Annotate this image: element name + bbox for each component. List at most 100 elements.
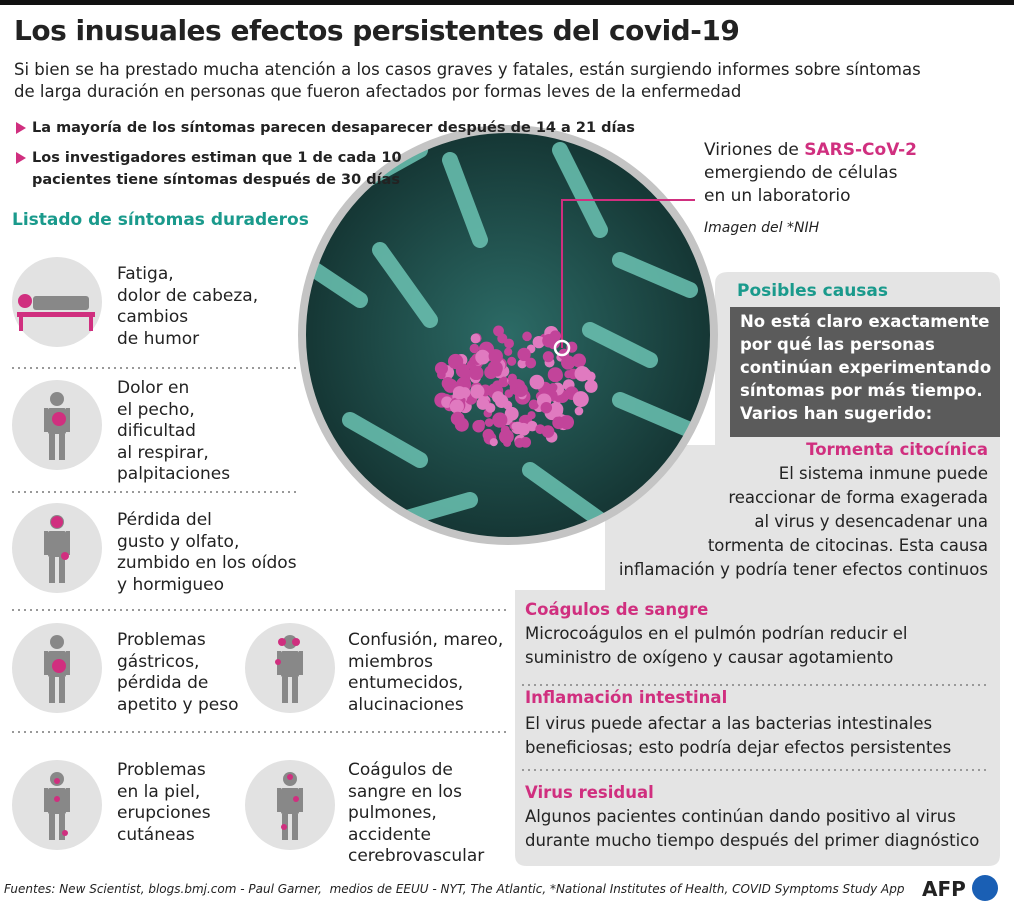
symptom-text: cutáneas (117, 824, 195, 845)
pointer-dot (553, 339, 571, 357)
symptom-icon (12, 257, 102, 347)
virus-filament (522, 462, 608, 528)
virus-filament (372, 242, 438, 328)
virion (574, 406, 584, 416)
virion (455, 363, 470, 378)
symptom-text: gusto y olfato, (117, 531, 240, 552)
cause-text: inflamación y podría tener efectos conti… (618, 560, 988, 579)
causes-intro: por qué las personas (740, 335, 935, 354)
symptom-text: Confusión, mareo, (348, 630, 504, 650)
virion (527, 411, 536, 420)
subtitle: Si bien se ha prestado mucha atención a … (14, 60, 921, 79)
symptom-icon (12, 760, 102, 850)
virion (529, 374, 545, 390)
virion (452, 386, 467, 400)
symptom-text: pulmones, (348, 803, 437, 823)
bullet-text: Los investigadores estiman que 1 de cada… (32, 150, 402, 166)
sources: Fuentes: New Scientist, blogs.bmj.com - … (4, 882, 905, 896)
virion (503, 400, 513, 410)
virion (516, 380, 525, 389)
virion (507, 356, 517, 366)
virion (500, 425, 510, 435)
symptom-icon (245, 623, 335, 713)
virion (584, 379, 598, 393)
virion (475, 349, 490, 365)
virion (503, 438, 512, 447)
virion (547, 367, 563, 383)
virion (522, 331, 532, 342)
virus-filament (612, 392, 698, 438)
virion (437, 370, 446, 380)
logo-mark (972, 875, 998, 901)
intro-box (730, 307, 1000, 437)
cause-text: Algunos pacientes continúan dando positi… (525, 807, 956, 826)
virion (528, 399, 539, 410)
virion (482, 428, 495, 441)
symptom-text: gástricos, (117, 651, 200, 672)
causes-intro: No está claro exactamente (740, 312, 990, 331)
symptom-text: en la piel, (117, 781, 201, 802)
virion (517, 347, 531, 362)
cause-text: beneficiosas; esto podría dejar efectos … (525, 738, 952, 757)
symptom-text: sangre en los (348, 781, 462, 802)
image-caption: Viriones de SARS-CoV-2 (704, 142, 917, 159)
bullet-text: La mayoría de los síntomas parecen desap… (32, 120, 635, 136)
symptom-text: Problemas (117, 760, 206, 780)
symptom-icon (12, 380, 102, 470)
cause-text: El sistema inmune puede (778, 464, 988, 483)
top-bar (0, 0, 1014, 5)
symptom-text: palpitaciones (117, 464, 231, 484)
virus-image (305, 132, 711, 538)
bullet-marker (16, 152, 26, 164)
virion (504, 338, 514, 349)
symptom-text: al respirar, (117, 442, 209, 463)
virion (541, 425, 555, 438)
image-ring (298, 125, 718, 545)
separators (12, 367, 990, 771)
virus-filament (442, 152, 488, 248)
symptom-text: alucinaciones (348, 694, 464, 715)
cause-text: al virus y desencadenar una (754, 512, 988, 531)
virion (449, 399, 464, 414)
virion (470, 384, 485, 399)
symptom-text: apetito y peso (117, 694, 239, 715)
virus-filament (342, 412, 428, 468)
bullet-text: pacientes tiene síntomas después de 30 d… (32, 172, 400, 188)
virion (450, 411, 465, 426)
virion (493, 325, 504, 337)
symptom-text: cambios (117, 307, 189, 327)
virion (572, 353, 587, 368)
symptom-text: dolor de cabeza, (117, 285, 259, 306)
virion (484, 418, 494, 427)
virion (468, 365, 484, 381)
symptom-text: entumecidos, (348, 673, 464, 693)
virion (549, 330, 562, 342)
symptom-text: y hormigueo (117, 574, 225, 595)
symptom-text: Dolor en (117, 378, 190, 398)
cause-text: tormenta de citocinas. Esta causa (707, 536, 988, 555)
symptom-text: erupciones (117, 803, 211, 823)
virus-filament (582, 322, 658, 368)
virion (520, 436, 532, 448)
symptom-text: accidente (348, 824, 431, 845)
caption-highlight: SARS-CoV-2 (804, 140, 917, 160)
title: Los inusuales efectos persistentes del c… (14, 14, 740, 47)
causes-intro: síntomas por más tiempo. (740, 381, 983, 400)
symptom-text: el pecho, (117, 399, 195, 420)
pointer-line (561, 199, 695, 348)
cause-text: durante mucho tiempo después del primer … (525, 831, 980, 850)
virion (540, 401, 553, 414)
virion (511, 422, 520, 431)
symptom-icons (12, 257, 335, 850)
cause-title: Virus residual (525, 783, 654, 802)
virion (532, 335, 545, 349)
symptom-text: cerebrovascular (348, 846, 485, 866)
symptom-text: pérdida de (117, 673, 209, 693)
virion (488, 349, 503, 364)
cause-title: Coágulos de sangre (525, 600, 709, 619)
cause-text: suministro de oxígeno y causar agotamien… (525, 648, 894, 667)
virion (492, 412, 508, 428)
symptoms-title: Listado de síntomas duraderos (12, 210, 309, 230)
